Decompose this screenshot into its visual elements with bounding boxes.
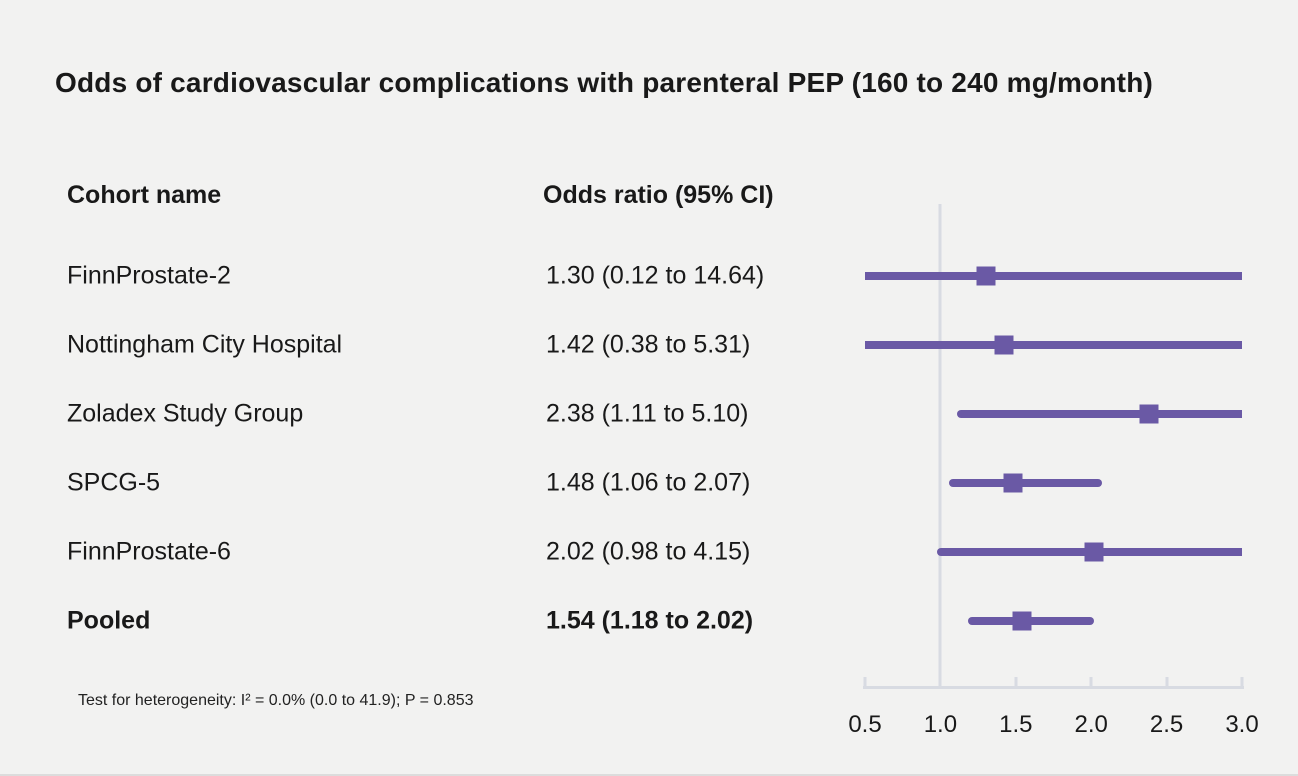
odds-ratio-value: 2.38 (1.11 to 5.10)	[546, 399, 749, 428]
odds-ratio-marker	[976, 266, 996, 286]
odds-ratio-marker	[994, 335, 1014, 355]
odds-ratio-value: 1.30 (0.12 to 14.64)	[546, 261, 765, 290]
odds-ratio-value: 1.48 (1.06 to 2.07)	[546, 468, 751, 497]
axis-tick-label: 0.5	[848, 711, 882, 738]
chart-title: Odds of cardiovascular complications wit…	[55, 67, 1154, 98]
cohort-label: FinnProstate-2	[67, 261, 231, 290]
ci-line	[949, 479, 1102, 487]
axis-tick	[1014, 677, 1018, 687]
axis-tick-label: 3.0	[1225, 711, 1259, 738]
odds-ratio-marker	[1012, 611, 1032, 631]
odds-ratio-value: 1.42 (0.38 to 5.31)	[546, 330, 751, 359]
axis-tick	[1165, 677, 1169, 687]
x-axis-line	[863, 686, 1244, 689]
odds-ratio-marker	[1003, 473, 1023, 493]
axis-tick	[1089, 677, 1093, 687]
ci-line	[956, 410, 1242, 418]
heterogeneity-footnote: Test for heterogeneity: I² = 0.0% (0.0 t…	[78, 692, 474, 709]
column-header-odds-ratio: Odds ratio (95% CI)	[543, 181, 774, 209]
odds-ratio-value: 1.54 (1.18 to 2.02)	[546, 606, 754, 635]
cohort-label: Pooled	[67, 606, 151, 635]
cohort-label: Nottingham City Hospital	[67, 330, 343, 359]
odds-ratio-marker	[1084, 542, 1104, 562]
cohort-label: Zoladex Study Group	[67, 399, 304, 428]
axis-tick-label: 1.5	[999, 711, 1033, 738]
cohort-label: SPCG-5	[67, 468, 161, 497]
axis-tick-label: 2.0	[1074, 711, 1108, 738]
ci-line	[865, 341, 1242, 349]
column-header-cohort: Cohort name	[67, 181, 222, 209]
reference-line	[938, 204, 942, 687]
axis-tick-label: 2.5	[1149, 711, 1184, 738]
ci-line	[865, 272, 1242, 280]
odds-ratio-value: 2.02 (0.98 to 4.15)	[546, 537, 751, 566]
cohort-label: FinnProstate-6	[67, 537, 231, 566]
axis-tick	[1240, 677, 1244, 687]
axis-tick-label: 1.0	[923, 711, 958, 738]
axis-tick	[863, 677, 867, 687]
odds-ratio-marker	[1139, 404, 1158, 424]
axis-tick	[938, 677, 942, 687]
